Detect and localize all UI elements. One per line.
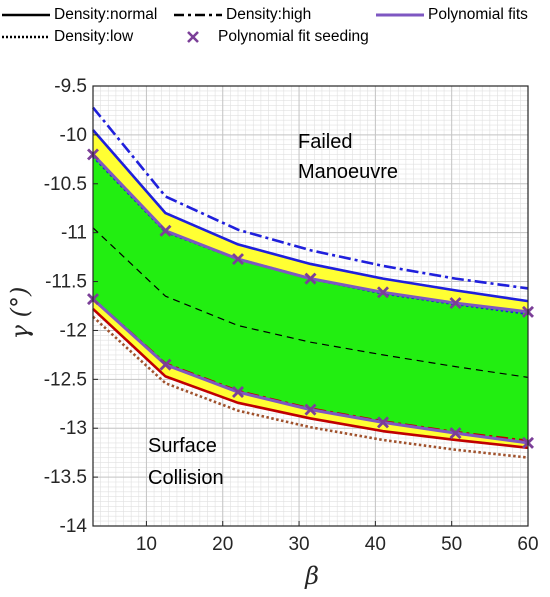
safe-region <box>93 154 528 443</box>
legend-label-low: Density:low <box>54 28 134 45</box>
seed-stroke <box>304 272 317 285</box>
y-tick-label: -10 <box>60 125 87 146</box>
legend-item-high: Density:high <box>174 6 311 24</box>
x-tick-label: 60 <box>517 534 538 555</box>
y-tick-label: -13 <box>60 418 87 439</box>
seed-stroke <box>159 224 172 237</box>
seed-marker-lower <box>377 416 389 429</box>
y-tick-label: -11 <box>61 223 87 244</box>
seed-marker-upper <box>377 286 389 299</box>
y-tick-label: -9.5 <box>54 76 87 97</box>
annotation-surface-line1: Surface <box>148 435 217 457</box>
legend-item-low: Density:low <box>2 28 133 46</box>
seed-marker-lower <box>159 358 172 371</box>
y-tick-label: -14 <box>60 516 88 537</box>
legend-swatch-high <box>174 13 222 17</box>
series-line-lower-solid-5 <box>92 307 529 450</box>
legend-label-normal: Density:normal <box>54 6 158 23</box>
x-axis-label: β <box>304 562 319 590</box>
legend-label-high: Density:high <box>226 6 312 23</box>
seed-marker-upper <box>232 253 244 266</box>
seed-stroke <box>304 403 317 416</box>
seed-stroke <box>377 416 389 429</box>
legend-item-fits: Polynomial fits <box>376 6 528 24</box>
legend-item-normal: Density:normal <box>2 6 157 24</box>
plot-area <box>87 85 534 527</box>
x-tick-label: 20 <box>212 534 233 555</box>
legend-label-seed: Polynomial fit seeding <box>218 28 369 45</box>
seed-stroke <box>232 253 244 266</box>
x-tick-label: 50 <box>441 534 462 555</box>
x-tick-label: 10 <box>136 534 157 555</box>
y-tick-label: -10.5 <box>44 174 87 195</box>
seed-marker-upper <box>304 272 317 285</box>
legend-label-fits: Polynomial fits <box>428 6 528 23</box>
legend-swatch-low <box>2 35 50 39</box>
seed-marker-upper <box>159 224 172 237</box>
series-line-middle-dashed-4 <box>92 227 529 378</box>
legend-marker-seed <box>187 31 199 43</box>
y-tick-label: -13.5 <box>44 467 87 488</box>
series-line-lower-dotted-7 <box>92 315 529 459</box>
x-tick-label: 40 <box>365 534 386 555</box>
seed-stroke <box>449 427 462 440</box>
seed-marker-lower <box>449 427 462 440</box>
plot-frame <box>92 85 529 527</box>
y-tick-label: -12 <box>60 320 87 341</box>
seed-marker-lower <box>232 386 244 399</box>
seed-stroke <box>232 386 244 399</box>
x-tick-label: 30 <box>288 534 309 555</box>
axes: -9.5 -10 -10.5 -11 -11.5 -12 -12.5 -13 -13.5 -14 1… <box>44 76 539 555</box>
seed-stroke <box>159 358 172 371</box>
annotation-failed-line1: Failed <box>298 131 352 153</box>
y-tick-label: -12.5 <box>44 369 87 390</box>
series-line-upper-dashdot-1 <box>91 106 529 290</box>
annotation-surface-line2: Collision <box>148 467 224 489</box>
legend-item-seed: Polynomial fit seeding <box>182 28 369 46</box>
seed-marker-upper <box>449 297 462 310</box>
legend-swatch-normal <box>2 13 50 17</box>
y-axis-label: γ (°) <box>6 287 34 340</box>
y-tick-label: -11.5 <box>45 272 87 293</box>
annotation-failed-line2: Manoeuvre <box>298 161 398 183</box>
seed-stroke <box>377 286 389 299</box>
legend: Density:normal Density:low Density:high … <box>0 0 550 50</box>
seed-marker-lower <box>304 403 317 416</box>
legend-swatch-fits <box>376 13 424 17</box>
series-line-upper-solid-0 <box>92 129 529 303</box>
seed-stroke <box>449 297 462 310</box>
